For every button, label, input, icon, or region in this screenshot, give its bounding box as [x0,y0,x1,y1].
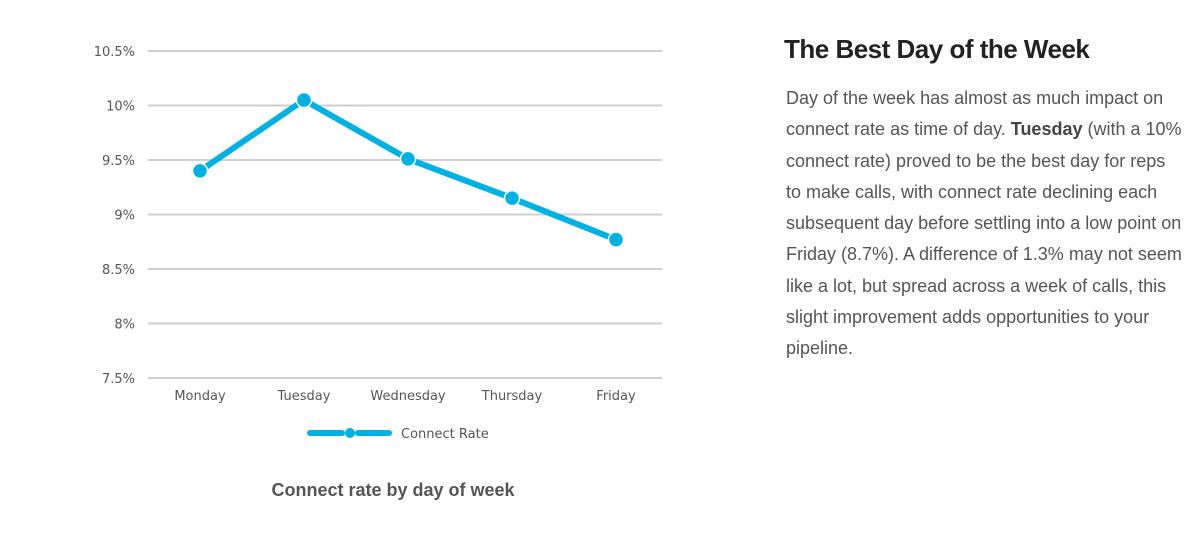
line-chart: 7.5% 8% 8.5% 9% 9.5% 10% 10.5% Monday Tuesday We… [94,45,662,442]
x-tick-label: Wednesday [370,389,446,404]
legend-marker [345,428,355,438]
body-text-1: Day of the week has almost as much impac… [786,88,1164,140]
body-text-2: (with a 10% connect rate) proved to be t… [786,119,1182,359]
y-tick-label: 7.5% [102,372,135,387]
y-tick-label: 9.5% [102,154,135,169]
y-tick-label: 9% [114,209,135,224]
article-body: Day of the week has almost as much impac… [786,83,1184,365]
legend-label: Connect Rate [401,427,489,442]
y-tick-label: 10% [106,100,135,115]
data-point [503,189,521,207]
article: The Best Day of the Week Day of the week… [784,34,1184,365]
data-point [295,91,313,109]
x-tick-label: Friday [596,389,636,404]
legend: Connect Rate [307,427,489,442]
x-tick-label: Thursday [481,389,543,404]
data-point [607,231,625,248]
chart-caption: Connect rate by day of week [271,480,515,500]
x-tick-label: Monday [174,389,226,404]
y-tick-label: 8% [114,318,135,333]
y-tick-label: 8.5% [102,263,135,278]
series-line [198,97,618,243]
x-tick-label: Tuesday [277,389,331,404]
y-tick-label: 10.5% [94,45,135,60]
data-point [399,150,417,168]
body-bold: Tuesday [1010,119,1083,140]
data-point [191,162,209,180]
article-title: The Best Day of the Week [784,34,1090,64]
